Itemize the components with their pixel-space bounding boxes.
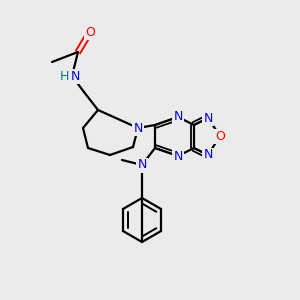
- Text: N: N: [203, 148, 213, 161]
- Text: N: N: [137, 158, 147, 172]
- Text: N: N: [133, 122, 143, 134]
- Text: N: N: [173, 149, 183, 163]
- Text: N: N: [173, 110, 183, 124]
- Text: H: H: [59, 70, 69, 83]
- Text: O: O: [215, 130, 225, 142]
- Text: O: O: [85, 26, 95, 38]
- Text: N: N: [70, 70, 80, 83]
- Text: N: N: [203, 112, 213, 124]
